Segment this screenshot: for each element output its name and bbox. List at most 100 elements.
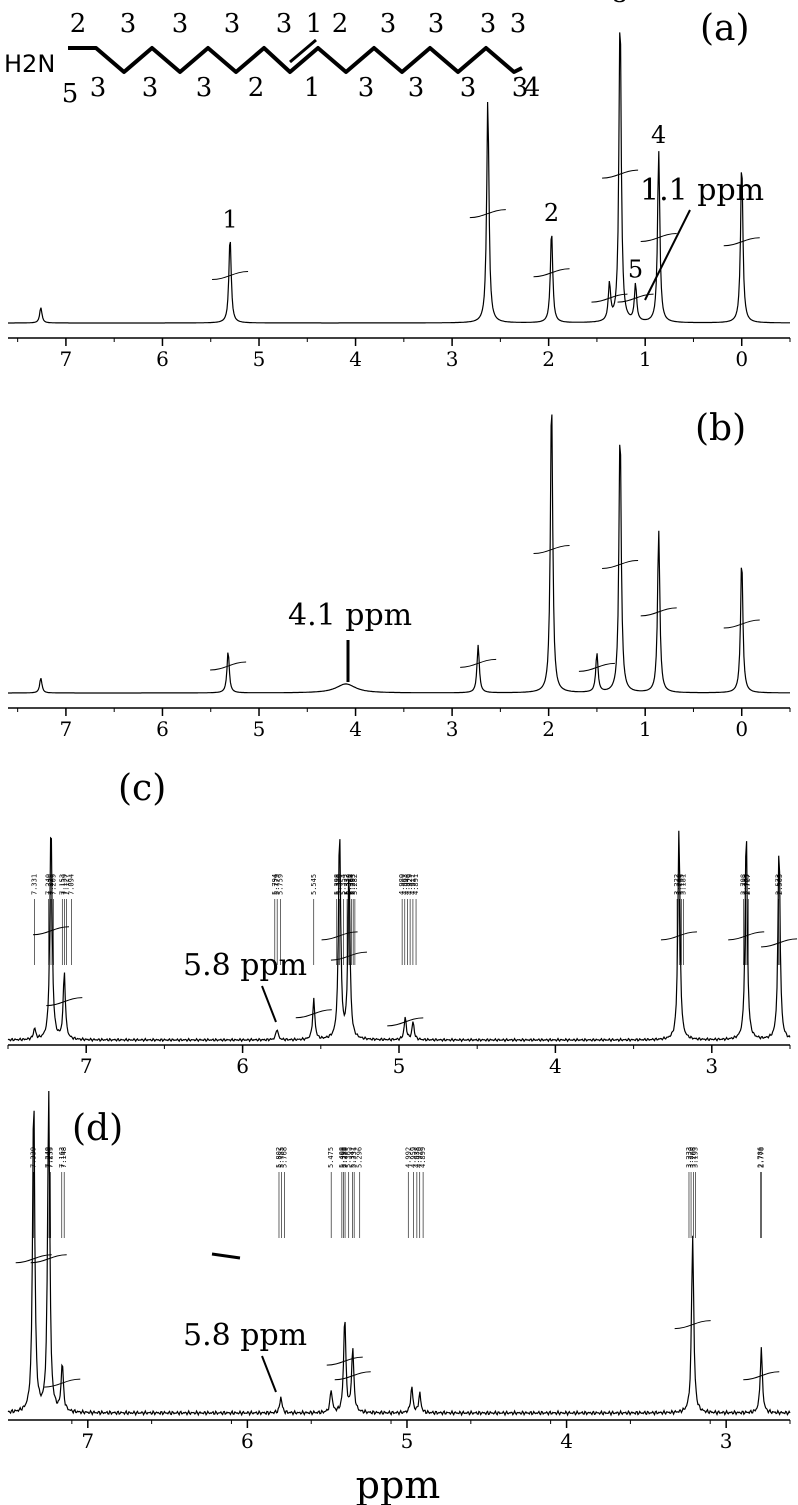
shift-label: 5.398 xyxy=(333,874,341,895)
shift-label: 7.139 xyxy=(60,874,68,895)
atom-label-top: 3 xyxy=(428,9,445,39)
shift-label: 3.222 xyxy=(673,874,681,895)
shift-label: 5.398 xyxy=(339,1147,347,1168)
integration-curve xyxy=(674,1320,711,1330)
integration-curve xyxy=(640,607,677,617)
annotation-d: 5.8 ppm xyxy=(183,1318,307,1353)
tick-label: 7 xyxy=(60,347,73,371)
tick-label: 3 xyxy=(720,1429,733,1453)
shift-label: 7.153 xyxy=(58,874,66,895)
integration-curve xyxy=(210,661,247,671)
shift-label: 4.992 xyxy=(404,1147,412,1168)
x-axis-b: 7 6 5 4 3 2 1 0 xyxy=(8,707,791,741)
peak-label: 3 xyxy=(612,0,627,8)
tick-label: 5 xyxy=(393,1054,406,1078)
shift-label: 7.331 xyxy=(30,874,38,895)
shift-label: 5.794 xyxy=(271,874,279,895)
shift-label: 5.293 xyxy=(349,874,357,895)
shift-label: 5.388 xyxy=(341,1147,349,1168)
shift-label: 2.783 xyxy=(742,874,750,895)
shift-label: 5.802 xyxy=(275,1147,283,1168)
atom-label-top: 1 xyxy=(306,9,323,39)
panel-label-c: (c) xyxy=(118,768,166,809)
tick-label: 5 xyxy=(253,347,266,371)
shift-label: 5.759 xyxy=(276,874,284,895)
annotation-b: 4.1 ppm xyxy=(288,598,412,633)
integration-marks-b xyxy=(210,545,760,672)
shift-label: 7.094 xyxy=(67,874,75,895)
annotation-pointer-c xyxy=(261,985,277,1023)
spectrum-a xyxy=(8,32,790,324)
tick-label: 6 xyxy=(156,717,169,741)
shift-label: 2.565 xyxy=(776,874,784,895)
panel-label-d: (d) xyxy=(72,1108,123,1149)
integration-curve xyxy=(533,545,570,555)
stray-mark xyxy=(211,1252,241,1260)
atom-label-top: 3 xyxy=(224,9,241,39)
shift-label: 5.332 xyxy=(343,874,351,895)
tick-label: 7 xyxy=(81,1429,94,1453)
shift-label: 4.920 xyxy=(416,1147,424,1168)
x-axis-c: 7 6 5 4 3 xyxy=(7,1044,791,1078)
tick-label: 5 xyxy=(253,717,266,741)
shift-label: 2.798 xyxy=(739,874,747,895)
integration-curve xyxy=(640,233,677,243)
shift-label: 2.786 xyxy=(756,1147,764,1168)
shift-label: 4.938 xyxy=(413,1147,421,1168)
atom-label-top: 3 xyxy=(480,9,497,39)
integration-curve xyxy=(660,931,697,941)
tick-label: 3 xyxy=(446,717,459,741)
shift-label: 5.304 xyxy=(347,874,355,895)
shift-label: 7.163 xyxy=(58,1147,66,1168)
atom-label-bottom: 3 xyxy=(512,73,529,103)
peak-label: 2 xyxy=(544,199,559,227)
panel-d: (d) 5.8 ppm 7.339 7.2497.2407.2337.1637.1… xyxy=(7,1090,791,1505)
shift-label: 5.545 xyxy=(310,874,318,895)
shift-label: 7.240 xyxy=(45,874,53,895)
shift-label: 5.354 xyxy=(340,874,348,895)
shift-label: 7.233 xyxy=(47,1147,55,1168)
shift-label: 5.282 xyxy=(351,874,359,895)
shift-label: 5.296 xyxy=(356,1147,364,1168)
panel-c: (c) 5.8 ppm 7.331 7.2407.2257.2097.1537.1… xyxy=(7,768,798,1078)
shift-label: 5.768 xyxy=(280,1147,288,1168)
integration-curve xyxy=(591,293,628,303)
shift-label: 5.342 xyxy=(348,1147,356,1168)
spectrum-c xyxy=(7,830,791,1043)
tick-label: 1 xyxy=(639,717,652,741)
shift-label: 5.475 xyxy=(327,1147,335,1168)
annotation-pointer-d xyxy=(261,1355,277,1393)
molecule-double-bond xyxy=(289,38,317,64)
atom-label-bottom: 2 xyxy=(248,73,265,103)
integration-curve xyxy=(30,1254,67,1264)
integration-curve xyxy=(723,237,760,247)
integration-curve xyxy=(743,1371,780,1381)
atom-label-bottom: 4 xyxy=(524,73,541,103)
molecule-structure: H2N 2 3 3 3 3 1 2 3 3 3 35 3 3 3 2 1 3 3 3 34 xyxy=(4,9,540,109)
panel-a: (a) H2N 2 3 3 3 3 1 2 3 3 3 35 3 3 3 2 1 3 3 3 34 1.1 ppm 1… xyxy=(4,0,791,371)
shift-label: 2.775 xyxy=(743,874,751,895)
peak-label: 5 xyxy=(628,255,643,283)
shift-label: 4.946 xyxy=(403,874,411,895)
shift-label: 3.193 xyxy=(691,1147,699,1168)
tick-label: 4 xyxy=(560,1429,573,1453)
tick-label: 0 xyxy=(735,347,748,371)
panel-b: (b) 4.1 ppm 7 6 5 4 3 2 1 0 xyxy=(8,408,791,741)
tick-label: 6 xyxy=(236,1054,249,1078)
atom-label-top: 3 xyxy=(120,9,137,39)
spectrum-b xyxy=(8,414,790,694)
integration-curve xyxy=(334,1371,371,1381)
panel-label-b: (b) xyxy=(695,408,746,449)
amine-label: H2N xyxy=(4,50,55,78)
tick-label: 3 xyxy=(446,347,459,371)
shift-label: 7.339 xyxy=(30,1147,38,1168)
shift-label: 7.225 xyxy=(47,874,55,895)
atom-label-bottom: 3 xyxy=(196,73,213,103)
shift-label: 5.379 xyxy=(336,874,344,895)
tick-label: 5 xyxy=(401,1429,414,1453)
x-axis-d: 7 6 5 4 3 xyxy=(8,1419,791,1453)
shift-label: 2.778 xyxy=(758,1147,766,1168)
annotation-a: 1.1 ppm xyxy=(640,173,764,208)
tick-label: 7 xyxy=(80,1054,93,1078)
shift-label: 5.779 xyxy=(273,874,281,895)
